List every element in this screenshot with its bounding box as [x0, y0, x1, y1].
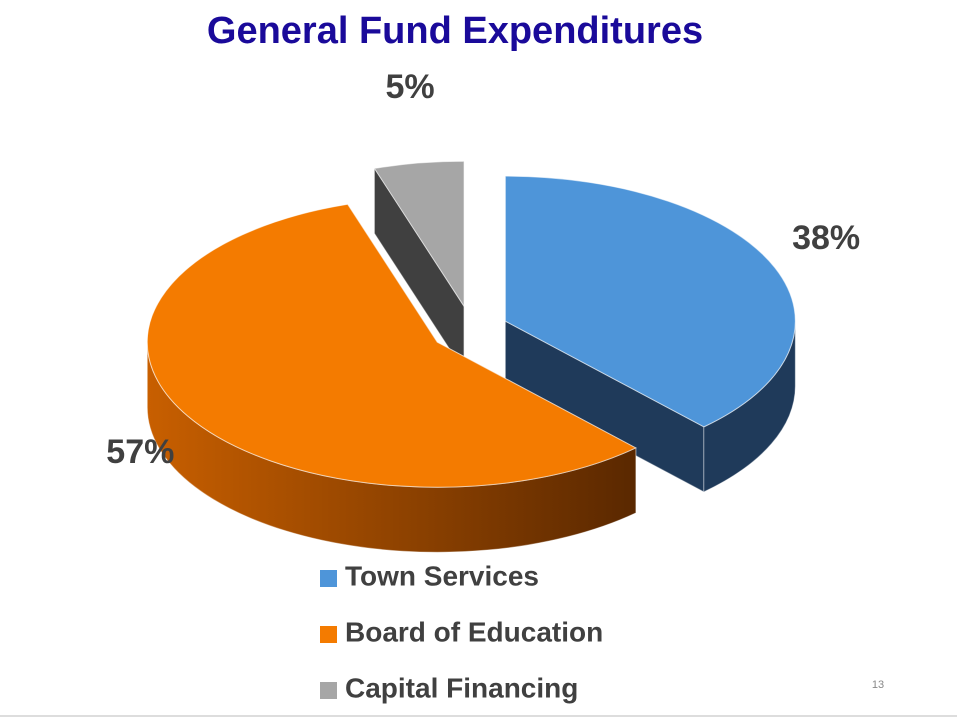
data-label: 5% — [386, 68, 435, 106]
data-label: 57% — [106, 433, 174, 471]
legend: Town Services Board of Education Capital F… — [320, 560, 603, 703]
slice — [146, 203, 637, 488]
slice — [373, 160, 465, 308]
legend-label: Town Services — [345, 560, 539, 591]
legend-label: Capital Financing — [345, 672, 578, 703]
chart-title: General Fund Expenditures — [207, 10, 703, 52]
legend-swatch — [320, 682, 337, 699]
slice — [504, 175, 796, 428]
legend-swatch — [320, 570, 337, 587]
data-label: 38% — [792, 219, 860, 257]
legend-label: Board of Education — [345, 616, 603, 647]
pie: 38% 57% 5% — [106, 68, 860, 553]
slide-number: 13 — [872, 679, 884, 691]
legend-swatch — [320, 626, 337, 643]
